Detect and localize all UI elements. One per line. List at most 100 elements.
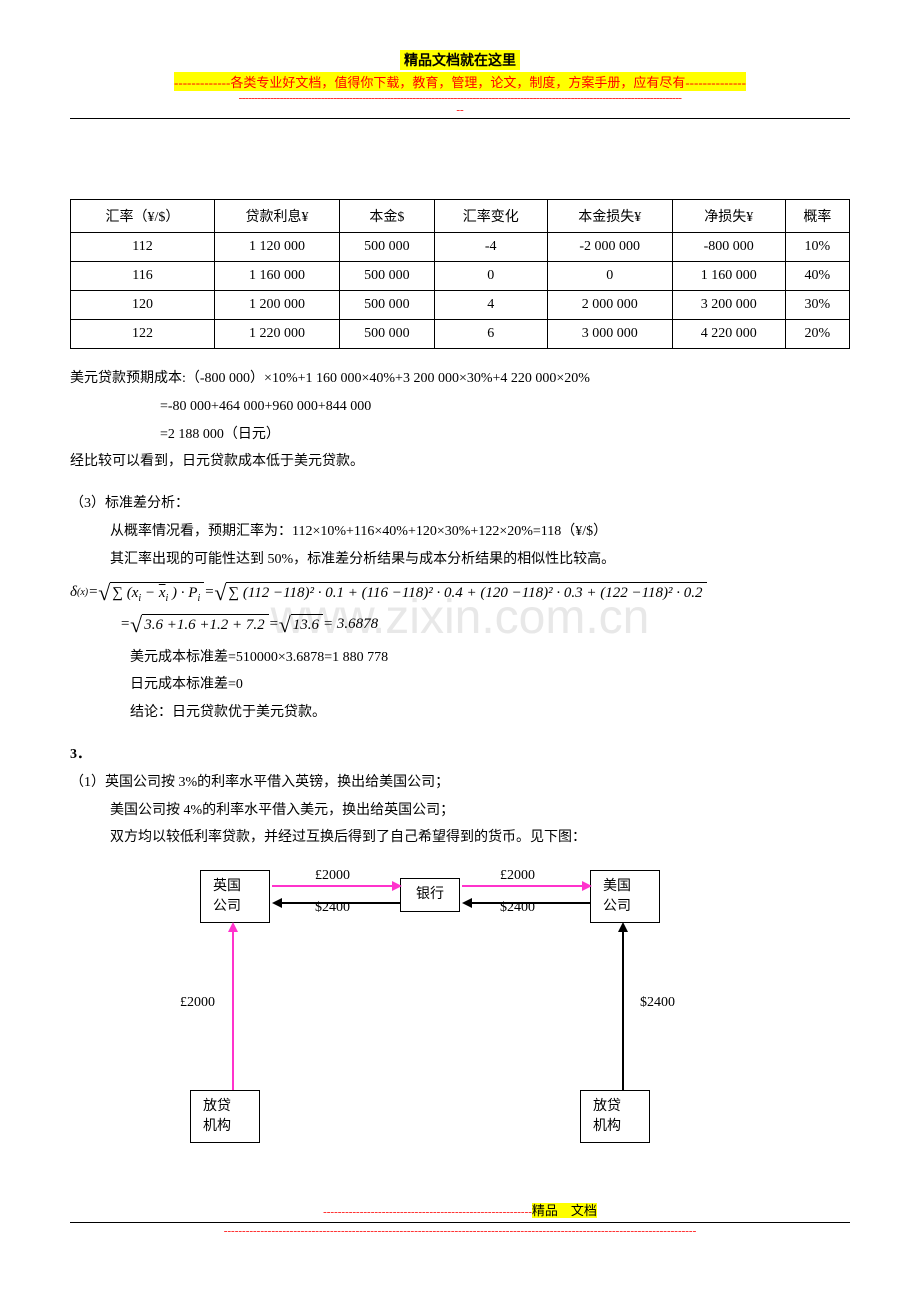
table-cell: 3 000 000 — [547, 320, 672, 349]
formula-part: (x — [127, 585, 139, 601]
paragraph: 从概率情况看，预期汇率为：112×10%+116×40%+120×30%+122… — [70, 520, 850, 544]
table-cell: 500 000 — [340, 233, 435, 262]
sqrt-1: √ ∑ (xi − xi ) · Pi — [98, 582, 204, 604]
table-header: 贷款利息¥ — [215, 200, 340, 233]
table-cell: 2 000 000 — [547, 291, 672, 320]
formula-sigma2: ∑ — [228, 585, 239, 601]
table-row: 1121 120 000500 000-4-2 000 000-800 0001… — [71, 233, 850, 262]
paragraph: =-80 000+464 000+960 000+844 000 — [70, 395, 850, 419]
label-gbp: £2000 — [180, 995, 215, 1011]
table-row: 1221 220 000500 00063 000 0004 220 00020… — [71, 320, 850, 349]
footer-dash2: ----------------------------------------… — [70, 1225, 850, 1237]
table-cell: 116 — [71, 262, 215, 291]
header-rule — [70, 118, 850, 119]
page-header: 精品文档就在这里 -------------各类专业好文档，值得你下载，教育，管… — [70, 50, 850, 119]
table-cell: 20% — [785, 320, 849, 349]
header-dashline2: -- — [70, 104, 850, 116]
arrow — [462, 885, 588, 887]
table-header: 汇率（¥/$） — [71, 200, 215, 233]
formula-line-2: = √ 3.6 +1.6 +1.2 + 7.2 = √ 13.6 = 3.687… — [70, 614, 850, 636]
header-title: 精品文档就在这里 — [400, 50, 520, 70]
arrow — [622, 928, 624, 1090]
box-bank: 银行 — [400, 878, 460, 912]
arrow — [278, 902, 400, 904]
table-cell: 30% — [785, 291, 849, 320]
formula-eq3: = — [120, 616, 130, 633]
arrow — [232, 928, 234, 1090]
footer-text: 精品 文档 — [532, 1203, 597, 1218]
table-cell: 500 000 — [340, 320, 435, 349]
footer-dash: ----------------------------------------… — [323, 1206, 532, 1218]
formula-dotp: · P — [181, 585, 198, 601]
table-cell: -2 000 000 — [547, 233, 672, 262]
table-cell: 4 220 000 — [672, 320, 785, 349]
label-gbp: £2000 — [315, 868, 350, 884]
arrow-head — [392, 881, 402, 891]
formula-eq: = — [88, 584, 98, 601]
formula-eq2: = — [204, 584, 214, 601]
table-cell: 3 200 000 — [672, 291, 785, 320]
formula-sub-i: i — [138, 593, 141, 604]
question-number: 3． — [70, 743, 850, 767]
table-cell: 122 — [71, 320, 215, 349]
table-cell: 1 120 000 — [215, 233, 340, 262]
paragraph: 美元贷款预期成本:（-800 000）×10%+1 160 000×40%+3 … — [70, 367, 850, 391]
paragraph: 经比较可以看到，日元贷款成本低于美元贷款。 — [70, 450, 850, 474]
paragraph: 美元成本标准差=510000×3.6878=1 880 778 — [70, 646, 850, 670]
table-header: 净损失¥ — [672, 200, 785, 233]
formula-sigma: ∑ — [112, 585, 123, 601]
box-us: 美国公司 — [590, 870, 660, 923]
label-usd: $2400 — [640, 995, 675, 1011]
table-cell: 0 — [434, 262, 547, 291]
table-row: 1161 160 000500 000001 160 00040% — [71, 262, 850, 291]
table-cell: 4 — [434, 291, 547, 320]
formula-body: 3.6 +1.6 +1.2 + 7.2 — [142, 614, 268, 636]
sqrt-4: √ 13.6 — [279, 614, 323, 636]
arrow-head — [272, 898, 282, 908]
sqrt-3: √ 3.6 +1.6 +1.2 + 7.2 — [130, 614, 268, 636]
table-cell: 120 — [71, 291, 215, 320]
arrow-head — [582, 881, 592, 891]
box-lender-left: 放贷机构 — [190, 1090, 260, 1143]
formula-sub-i2: i — [165, 593, 168, 604]
arrow-head — [462, 898, 472, 908]
footer-rule — [70, 1222, 850, 1223]
table-row: 1201 200 000500 00042 000 0003 200 00030… — [71, 291, 850, 320]
exchange-rate-table: 汇率（¥/$）贷款利息¥本金$汇率变化本金损失¥净损失¥概率 1121 120 … — [70, 199, 850, 349]
arrow — [468, 902, 590, 904]
sqrt-2: √ ∑ (112 −118)² · 0.1 + (116 −118)² · 0.… — [214, 582, 706, 604]
table-cell: 40% — [785, 262, 849, 291]
formula-body2: 13.6 — [291, 614, 323, 636]
box-lender-right: 放贷机构 — [580, 1090, 650, 1143]
box-uk: 英国公司 — [200, 870, 270, 923]
table-cell: 500 000 — [340, 291, 435, 320]
table-cell: -800 000 — [672, 233, 785, 262]
formula-long: (112 −118)² · 0.1 + (116 −118)² · 0.4 + … — [243, 585, 703, 601]
table-header: 本金$ — [340, 200, 435, 233]
formula-close: ) — [172, 585, 177, 601]
formula-eq4: = — [269, 616, 279, 633]
table-cell: 1 220 000 — [215, 320, 340, 349]
table-cell: 112 — [71, 233, 215, 262]
header-subtitle: -------------各类专业好文档，值得你下载，教育，管理，论文，制度，方… — [174, 72, 746, 91]
swap-diagram: 英国公司 银行 美国公司 放贷机构 放贷机构 £2000 $2400 £2000… — [160, 870, 720, 1160]
section-heading: （3）标准差分析： — [70, 492, 850, 516]
formula-line-1: δ(x) = √ ∑ (xi − xi ) · Pi = √ ∑ (112 — [70, 582, 850, 604]
paragraph: 日元成本标准差=0 — [70, 673, 850, 697]
table-cell: 6 — [434, 320, 547, 349]
paragraph: 结论：日元贷款优于美元贷款。 — [70, 701, 850, 725]
paragraph: 美国公司按 4%的利率水平借入美元，换出给英国公司； — [70, 799, 850, 823]
table-cell: 10% — [785, 233, 849, 262]
formula-minus: − — [145, 585, 159, 601]
formula-sub-i3: i — [197, 593, 200, 604]
formula-result: = 3.6878 — [323, 616, 378, 633]
arrow-head — [618, 922, 628, 932]
paragraph: （1）英国公司按 3%的利率水平借入英镑，换出给美国公司； — [70, 771, 850, 795]
paragraph: 双方均以较低利率贷款，并经过互换后得到了自己希望得到的货币。见下图： — [70, 826, 850, 850]
paragraph: =2 188 000（日元） — [70, 423, 850, 447]
table-cell: 1 160 000 — [215, 262, 340, 291]
table-header: 概率 — [785, 200, 849, 233]
table-header: 本金损失¥ — [547, 200, 672, 233]
formula-delta: δ — [70, 584, 77, 601]
paragraph: 其汇率出现的可能性达到 50%，标准差分析结果与成本分析结果的相似性比较高。 — [70, 548, 850, 572]
